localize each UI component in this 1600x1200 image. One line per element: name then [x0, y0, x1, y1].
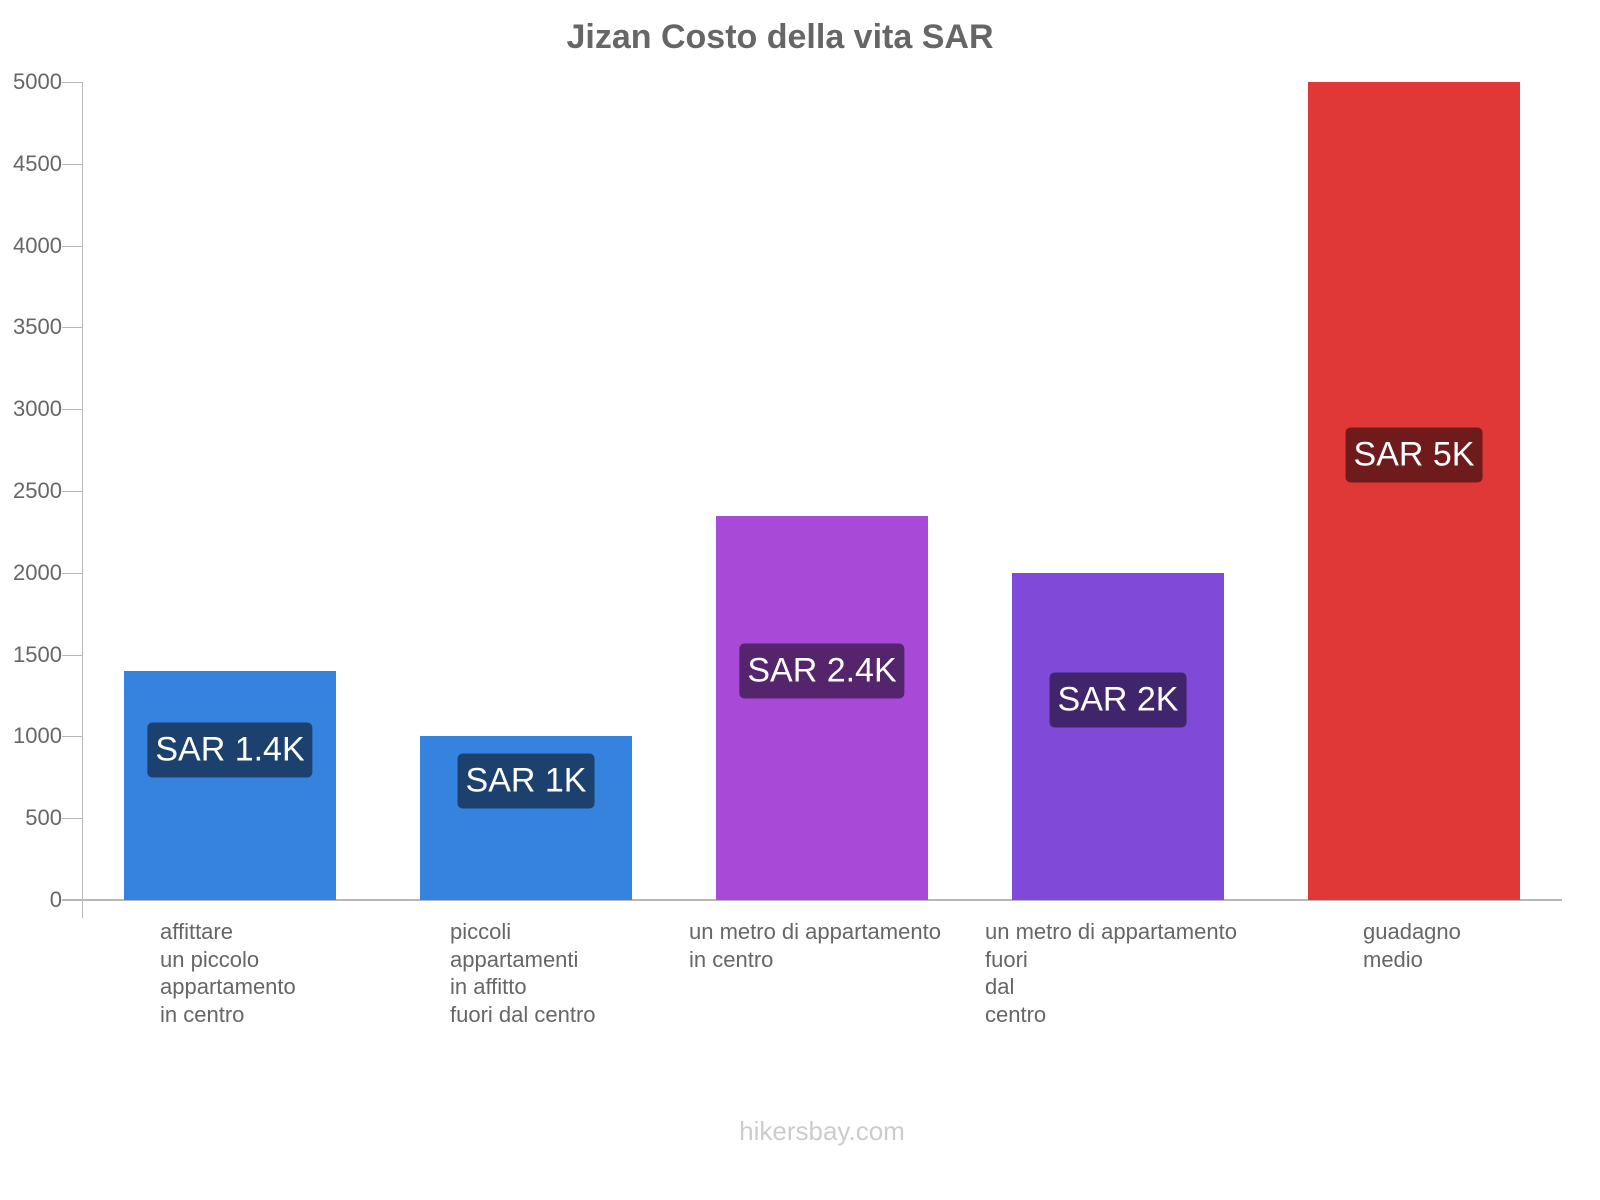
- y-tick-mark: [62, 82, 82, 83]
- y-tick-label: 5000: [13, 69, 62, 94]
- y-axis-line: [82, 82, 83, 918]
- y-tick-mark: [62, 327, 82, 329]
- x-category-label-line: un metro di appartamento: [689, 919, 941, 944]
- source-watermark: hikersbay.com: [739, 1116, 905, 1146]
- x-category-label-line: in centro: [160, 1001, 245, 1027]
- y-tick-mark: [62, 163, 82, 165]
- bar-value-label: SAR 1.4K: [147, 722, 313, 778]
- bar-value-label: SAR 2K: [1049, 672, 1187, 728]
- x-category-label-line: piccoli: [450, 919, 512, 944]
- x-category-label: un metro di appartamento in centro: [689, 918, 941, 973]
- x-category-label-line: fuori dal centro: [450, 1001, 596, 1027]
- y-tick-label: 0: [49, 887, 62, 912]
- x-category-label-line: un metro di appartamento: [985, 919, 1237, 944]
- x-category-label-line: dal: [985, 974, 1015, 999]
- y-tick-mark: [62, 245, 82, 247]
- bar-average-income: SAR 5K: [1308, 82, 1520, 900]
- x-category-label-line: in centro: [689, 946, 774, 972]
- y-tick-mark: [62, 491, 82, 492]
- x-category-label: un metro di appartamento fuori dal centro: [985, 918, 1237, 1028]
- y-tick-label: 4500: [13, 150, 62, 176]
- x-category-label: guadagno medio: [1363, 918, 1461, 973]
- x-category-label-line: un piccolo: [160, 946, 260, 972]
- y-tick-label: 3500: [13, 314, 62, 340]
- y-tick-mark: [62, 654, 82, 656]
- x-category-label-line: appartamenti: [450, 946, 579, 972]
- y-tick-label: 2500: [13, 478, 62, 503]
- y-tick-mark: [62, 572, 82, 574]
- x-category-label-line: appartamento: [160, 974, 296, 999]
- bar-value-label: SAR 5K: [1345, 427, 1483, 483]
- bar-sqm-apartment-center: SAR 2.4K: [716, 515, 928, 900]
- y-tick-label: 1000: [13, 723, 62, 749]
- y-tick-mark: [62, 818, 82, 820]
- y-tick-label: 4000: [13, 232, 62, 258]
- bar-value-label: SAR 1K: [457, 753, 595, 809]
- y-tick-label: 3000: [13, 396, 62, 422]
- x-category-label-line: centro: [985, 1001, 1047, 1027]
- y-tick-label: 1500: [13, 641, 62, 667]
- x-category-label-line: fuori: [985, 946, 1028, 972]
- y-tick-label: 2000: [13, 559, 62, 585]
- y-tick-mark: [62, 409, 82, 411]
- x-category-label-line: medio: [1363, 946, 1423, 972]
- y-tick-mark: [62, 736, 82, 738]
- chart-title: Jizan Costo della vita SAR: [566, 18, 994, 56]
- bar-rent-small-apartment-center: SAR 1.4K: [124, 670, 336, 900]
- x-axis-line: [62, 899, 1562, 901]
- y-tick-label: 500: [25, 805, 62, 831]
- x-category-label: affittare un piccolo appartamento in centro: [160, 918, 296, 1028]
- bar-value-label: SAR 2.4K: [739, 643, 905, 699]
- x-category-label: piccoli appartamenti in affitto fuori dal c…: [450, 918, 596, 1028]
- x-category-label-line: affittare: [160, 919, 233, 944]
- bar-sqm-apartment-outside: SAR 2K: [1012, 572, 1224, 900]
- x-category-label-line: guadagno: [1363, 919, 1461, 944]
- bar-rent-small-apartment-outside: SAR 1K: [420, 736, 632, 900]
- x-category-label-line: in affitto: [450, 974, 527, 999]
